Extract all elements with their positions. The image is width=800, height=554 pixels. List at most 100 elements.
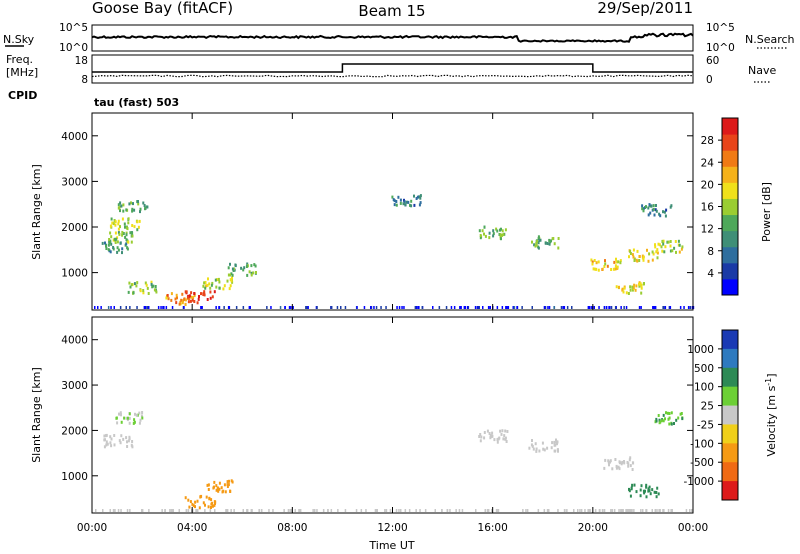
power-cell: [242, 306, 245, 309]
power-cell: [201, 306, 203, 309]
power-cell: [344, 306, 347, 309]
power-cell: [531, 240, 533, 244]
velocity-cell: [187, 498, 190, 502]
power-cell: [192, 296, 195, 300]
velocity-cell: [138, 411, 141, 415]
power-cell: [128, 281, 131, 285]
power-cell: [108, 238, 111, 241]
velocity-cell: [208, 497, 211, 501]
power-cell: [121, 230, 124, 234]
velocity-cell: [550, 446, 553, 450]
velocity-cell: [615, 466, 618, 470]
velocity-cell: [491, 434, 494, 438]
velocity-cell: [603, 466, 606, 470]
power-cell: [112, 246, 115, 249]
power-cell: [380, 306, 382, 309]
velocity-cell: [657, 492, 660, 496]
power-cell: [488, 231, 491, 235]
power-colorbar-swatch: [722, 182, 738, 199]
power-cell: [125, 242, 128, 246]
velocity-cell: [548, 509, 550, 512]
power-cell: [255, 271, 257, 274]
power-cell: [157, 306, 160, 309]
power-cell: [127, 221, 130, 225]
velocity-cell: [106, 442, 109, 446]
velocity-cell: [557, 449, 559, 453]
power-cell: [619, 261, 622, 265]
power-colorbar-tick-label: 12: [701, 224, 714, 236]
power-cell: [356, 306, 358, 309]
power-cell: [593, 306, 595, 309]
power-cell: [216, 278, 219, 282]
power-cell: [230, 279, 233, 283]
power-cell: [150, 280, 153, 284]
velocity-cell: [553, 449, 556, 453]
power-cell: [107, 306, 110, 309]
velocity-cell: [202, 501, 205, 505]
velocity-cell: [117, 509, 120, 512]
power-cell: [107, 248, 110, 252]
noise-left-tick-bottom: 10^0: [59, 42, 88, 54]
velocity-cell: [649, 492, 652, 496]
power-cell: [593, 259, 596, 262]
power-cell: [399, 201, 402, 205]
power-cell: [669, 244, 672, 248]
power-colorbar-swatch: [722, 150, 738, 167]
velocity-cell: [647, 487, 650, 491]
power-cell: [200, 306, 202, 309]
power-cell: [131, 209, 134, 213]
velocity-cell: [128, 416, 131, 420]
power-cell: [606, 264, 609, 268]
velocity-colorbar-swatch: [722, 348, 738, 369]
power-cell: [467, 306, 470, 309]
power-cell: [217, 277, 220, 281]
power-cell: [148, 306, 150, 309]
time-tick-label: 00:00: [678, 522, 708, 534]
power-panel: 1000 2000 3000 4000 Slant Range [km] 4 8 12 16…: [30, 112, 773, 311]
velocity-colorbar-swatch: [722, 405, 738, 425]
power-cell: [100, 306, 102, 309]
velocity-cell: [214, 509, 216, 512]
power-cell: [254, 264, 257, 268]
power-cell: [640, 286, 643, 290]
power-cell: [501, 229, 504, 233]
power-cell: [250, 264, 253, 268]
power-cell: [211, 281, 214, 285]
power-cell: [641, 207, 644, 211]
power-cell: [125, 233, 128, 237]
velocity-cell: [588, 509, 591, 512]
velocity-cell: [556, 442, 558, 446]
power-cell: [595, 261, 598, 265]
power-cell: [590, 258, 593, 262]
power-cell: [641, 204, 644, 208]
velocity-cell: [419, 509, 421, 512]
power-cell: [613, 260, 616, 264]
power-y-tick-label: 4000: [61, 131, 88, 143]
power-cell: [463, 306, 466, 309]
velocity-cell: [128, 437, 131, 441]
velocity-cell: [123, 416, 126, 420]
velocity-cell: [446, 509, 449, 512]
power-cell: [97, 306, 99, 309]
power-cell: [144, 281, 147, 285]
power-cell: [535, 242, 538, 246]
power-cell: [551, 237, 554, 241]
power-cell: [231, 273, 234, 277]
power-cell: [122, 203, 125, 207]
power-cell: [246, 262, 249, 266]
velocity-cell: [102, 509, 104, 512]
power-cell: [206, 298, 209, 301]
power-cell: [663, 306, 665, 309]
velocity-cell: [344, 509, 347, 512]
power-cell: [396, 306, 398, 309]
power-cell: [598, 306, 600, 309]
velocity-cell: [395, 509, 398, 512]
power-cell: [675, 250, 677, 254]
velocity-cell: [497, 437, 500, 441]
velocity-cell: [322, 509, 325, 512]
velocity-cell: [355, 509, 358, 512]
power-colorbar-tick-label: 8: [707, 246, 714, 258]
power-cell: [654, 306, 657, 309]
velocity-colorbar-tick-label: 500: [694, 363, 714, 375]
power-cell: [677, 239, 680, 243]
